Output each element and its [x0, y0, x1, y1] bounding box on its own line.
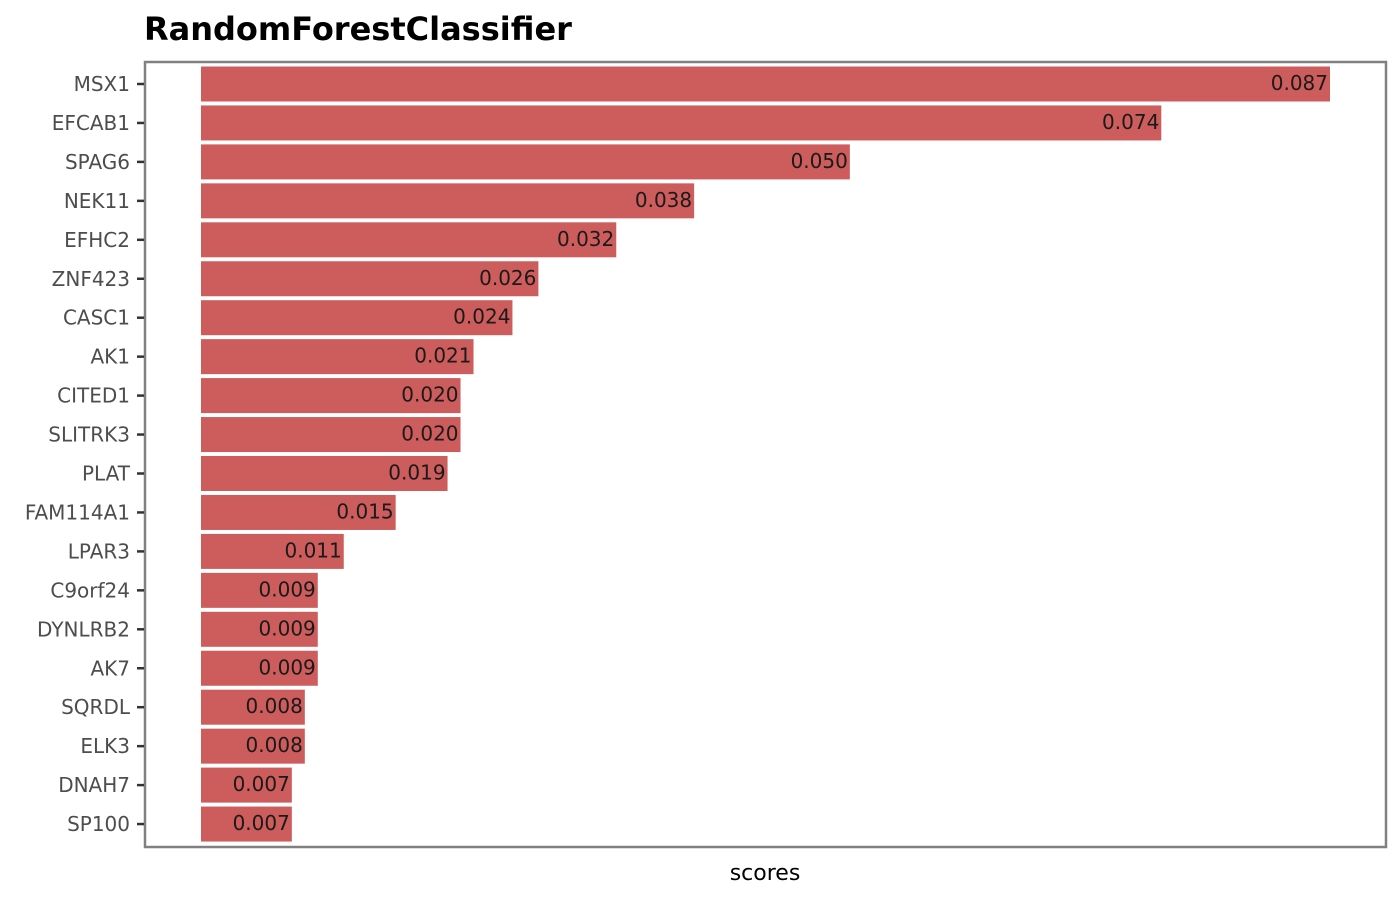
data-label: 0.087: [1271, 71, 1328, 95]
bar-elk3: [201, 728, 305, 764]
data-label: 0.019: [388, 461, 445, 485]
bar-spag6: [201, 144, 850, 180]
y-tick-label: EFCAB1: [52, 111, 130, 135]
y-tick-label: DNAH7: [58, 773, 130, 797]
data-label: 0.008: [246, 733, 303, 757]
y-tick-label: DYNLRB2: [37, 617, 130, 641]
y-tick-label: SQRDL: [61, 695, 131, 719]
data-label: 0.074: [1102, 110, 1159, 134]
y-tick-label: C9orf24: [50, 578, 130, 602]
y-tick-label: CITED1: [57, 384, 130, 408]
bar-efhc2: [201, 222, 617, 258]
x-axis-label: scores: [730, 861, 801, 886]
data-label: 0.020: [401, 383, 458, 407]
bar-fam114a1: [201, 494, 396, 530]
y-tick-label: AK7: [90, 656, 130, 680]
y-tick-label: SLITRK3: [48, 423, 130, 447]
bars-group: 0.087 0.074 0.050 0.038 0.032 0.026 0.024 0.021…: [201, 66, 1330, 842]
y-tick-label: ELK3: [80, 734, 130, 758]
y-tick-label: EFHC2: [64, 228, 130, 252]
bar-dnah7: [201, 767, 292, 803]
bar-znf423: [201, 261, 539, 297]
data-label: 0.009: [259, 577, 316, 601]
chart-title: RandomForestClassifier: [144, 10, 572, 48]
bar-sqrdl: [201, 689, 305, 725]
y-tick-label: SPAG6: [65, 150, 130, 174]
y-tick-label: LPAR3: [68, 539, 130, 563]
data-label: 0.007: [233, 772, 290, 796]
y-tick-label: FAM114A1: [25, 500, 130, 524]
bar-plat: [201, 456, 448, 491]
data-label: 0.011: [284, 538, 341, 562]
y-tick-label: SP100: [67, 812, 130, 836]
plot-frame: [143, 60, 1388, 849]
data-label: 0.015: [336, 499, 393, 523]
bar-c9orf24: [201, 572, 318, 608]
bar-lpar3: [201, 533, 344, 569]
bar-dynlrb2: [201, 611, 318, 647]
data-label: 0.032: [557, 227, 614, 251]
bar-casc1: [201, 300, 513, 336]
y-tick-label: CASC1: [63, 306, 130, 330]
y-tick-label: AK1: [90, 345, 130, 369]
bar-cited1: [201, 378, 461, 414]
data-label: 0.038: [635, 188, 692, 212]
bar-slitrk3: [201, 417, 461, 453]
data-label: 0.021: [414, 344, 471, 368]
data-label: 0.009: [259, 655, 316, 679]
bar-ak1: [201, 339, 474, 375]
bar-msx1: [201, 66, 1330, 102]
data-label: 0.050: [791, 149, 848, 173]
bar-ak7: [201, 650, 318, 686]
data-label: 0.008: [246, 694, 303, 718]
y-tick-label: PLAT: [82, 462, 131, 486]
data-label: 0.007: [233, 811, 290, 835]
y-axis-ticks: MSX1 EFCAB1 SPAG6 NEK11 EFHC2 ZNF423 CASC1 AK1 C…: [25, 72, 144, 836]
data-label: 0.024: [453, 305, 510, 329]
data-label: 0.009: [259, 616, 316, 640]
data-label: 0.020: [401, 422, 458, 446]
bar-efcab1: [201, 105, 1162, 141]
y-tick-label: ZNF423: [52, 267, 130, 291]
y-tick-label: NEK11: [64, 189, 130, 213]
bar-nek11: [201, 183, 695, 219]
data-label: 0.026: [479, 266, 536, 290]
bar-sp100: [201, 806, 292, 842]
y-tick-label: MSX1: [74, 72, 130, 96]
